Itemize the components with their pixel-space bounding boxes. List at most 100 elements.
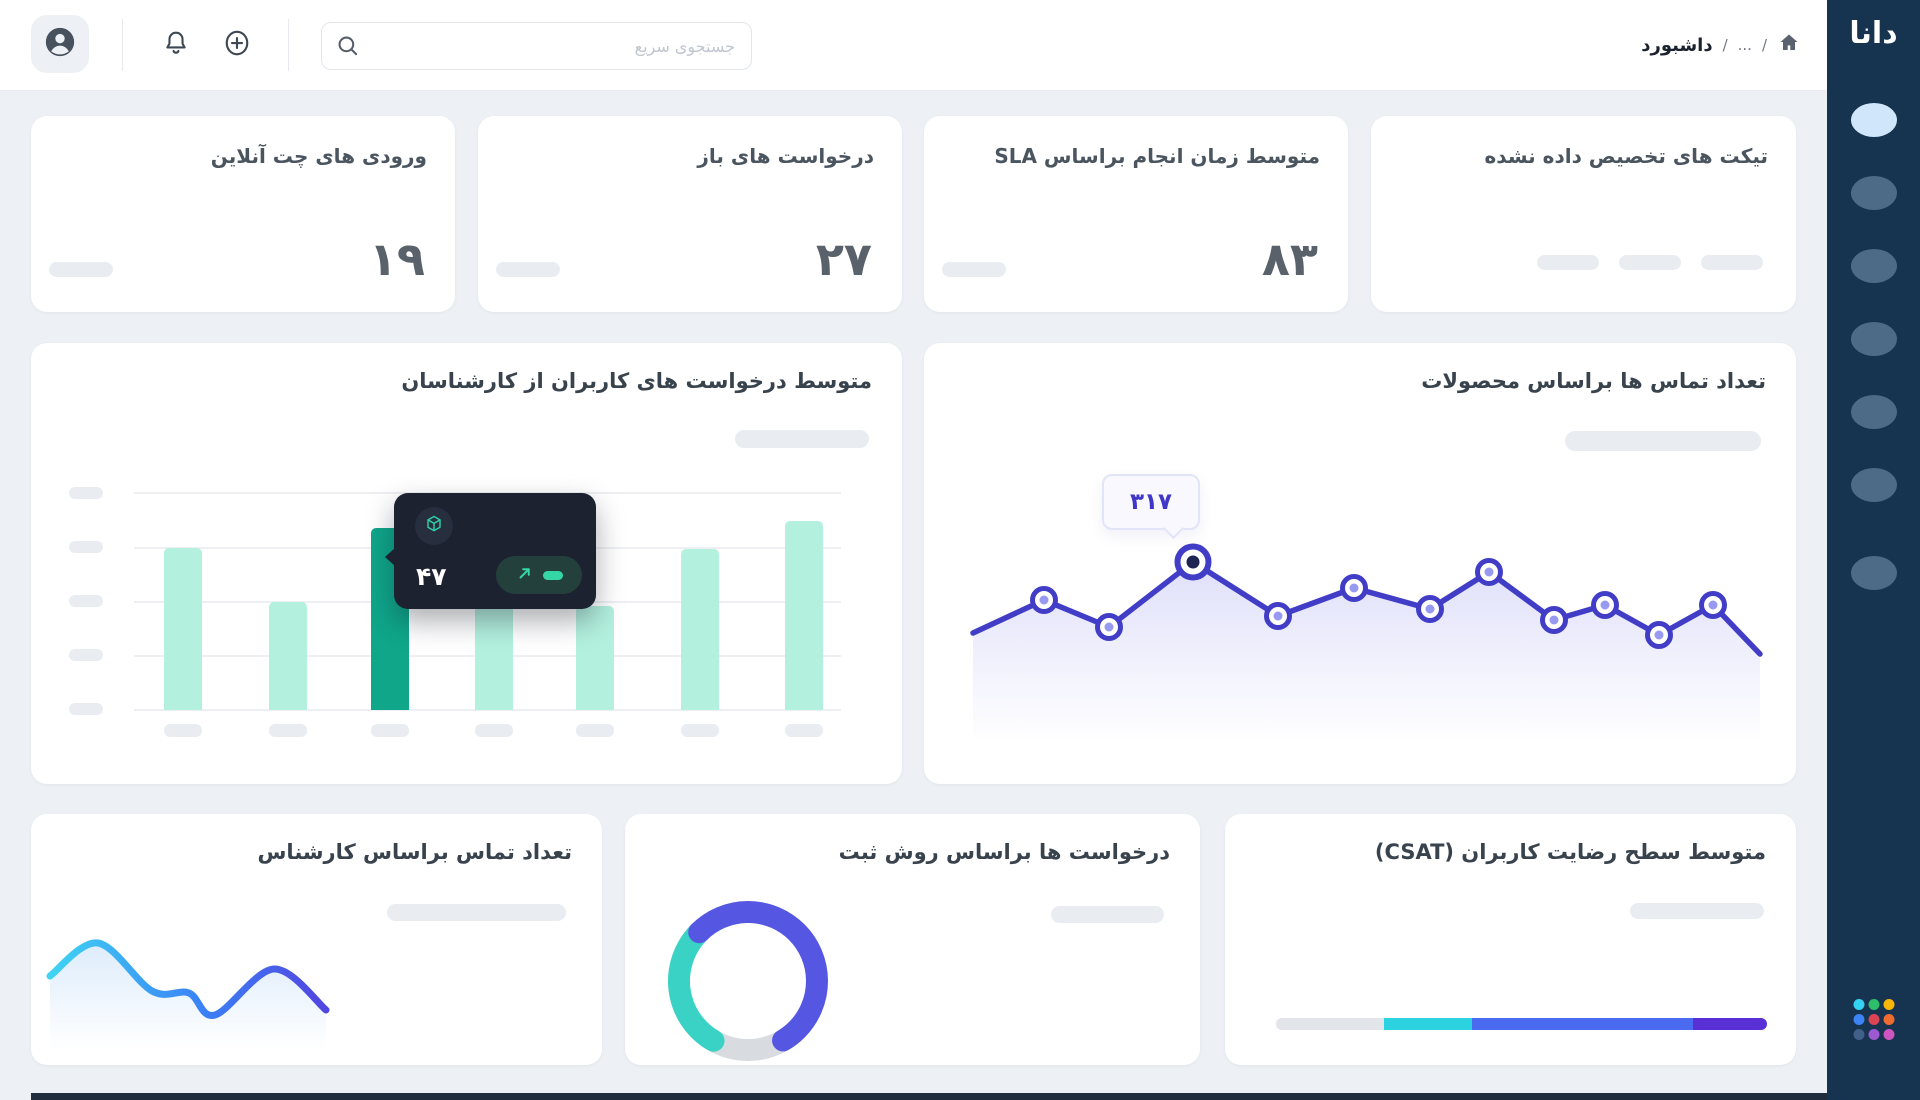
plus-circle-icon: [222, 28, 252, 62]
stat-value: ۱۹: [368, 232, 425, 286]
chart-title: تعداد تماس ها براساس محصولات: [1421, 369, 1766, 393]
bar[interactable]: [681, 549, 719, 710]
stat-card-open-requests: درخواست های باز ۲۷: [478, 116, 902, 312]
stat-card-unassigned-tickets: تیکت های تخصیص داده نشده: [1371, 116, 1796, 312]
bar-tooltip: ۴۷: [385, 493, 596, 609]
axis-skeleton: [69, 595, 103, 607]
axis-skeleton: [69, 487, 103, 499]
avatar-icon: [43, 25, 77, 63]
tooltip-badge: [415, 507, 453, 545]
csat-segment: [1276, 1018, 1385, 1030]
bar[interactable]: [269, 602, 307, 710]
tooltip-value: ۳۱۷: [1129, 489, 1173, 515]
tooltip-tail: [385, 548, 395, 566]
app-grid-dot: [1883, 1029, 1894, 1040]
donut-chart-plot[interactable]: [625, 814, 1200, 1065]
sidebar-nav: [1850, 103, 1897, 590]
sidebar-nav-dot[interactable]: [1850, 322, 1897, 356]
user-avatar-button[interactable]: [31, 15, 89, 73]
skeleton-pill: [1565, 431, 1761, 451]
line-tooltip: ۳۱۷: [1102, 474, 1200, 540]
search-input[interactable]: [322, 23, 751, 69]
axis-skeleton: [371, 724, 409, 737]
topbar-divider: [122, 19, 123, 71]
breadcrumb-separator: /: [1722, 36, 1728, 54]
area-chart-card: تعداد تماس براساس کارشناس: [31, 814, 602, 1065]
app-grid-dot: [1868, 1014, 1879, 1025]
bar-chart-card: متوسط درخواست های کاربران از کارشناسان ۴…: [31, 343, 902, 784]
search-icon: [335, 33, 361, 63]
chart-title: تعداد تماس براساس کارشناس: [257, 840, 572, 864]
skeleton-pill: [735, 430, 869, 448]
cube-icon: [424, 514, 444, 538]
stat-card-online-chat: ورودی های چت آنلاین ۱۹: [31, 116, 455, 312]
home-icon[interactable]: [1777, 31, 1801, 59]
axis-skeleton: [269, 724, 307, 737]
sidebar-nav-dot[interactable]: [1850, 556, 1897, 590]
skeleton-pill: [1630, 903, 1764, 919]
breadcrumb-ellipsis[interactable]: ...: [1737, 36, 1752, 54]
csat-segment: [1384, 1018, 1473, 1030]
chart-title: متوسط سطح رضایت کاربران (CSAT): [1374, 840, 1766, 864]
sidebar-nav-dot[interactable]: [1850, 176, 1897, 210]
bar[interactable]: [164, 548, 202, 710]
breadcrumb-current: داشبورد: [1641, 34, 1713, 56]
stat-title: ورودی های چت آنلاین: [210, 144, 427, 168]
line-chart-plot[interactable]: [924, 343, 1796, 784]
skeleton-pill: [49, 262, 113, 277]
bar[interactable]: [785, 521, 823, 710]
stat-value: ۸۳: [1261, 232, 1318, 286]
chart-title: متوسط درخواست های کاربران از کارشناسان: [401, 369, 872, 393]
sidebar: دانا: [1827, 0, 1920, 1100]
axis-skeleton: [785, 724, 823, 737]
donut-chart-card: درخواست ها براساس روش ثبت: [625, 814, 1200, 1065]
axis-skeleton: [576, 724, 614, 737]
skeleton-pill: [1701, 255, 1763, 270]
area-chart-plot[interactable]: [31, 814, 602, 1065]
skeleton-pill: [496, 262, 560, 277]
axis-skeleton: [164, 724, 202, 737]
axis-skeleton: [475, 724, 513, 737]
csat-segment: [1693, 1018, 1767, 1030]
add-new-button[interactable]: [221, 29, 253, 61]
stat-value: ۲۷: [815, 232, 872, 286]
trend-oval: [542, 570, 563, 580]
csat-stacked-bar[interactable]: [1276, 1018, 1767, 1030]
gridline: [134, 709, 841, 711]
sidebar-nav-dot[interactable]: [1850, 395, 1897, 429]
axis-skeleton: [69, 541, 103, 553]
quick-search: [321, 22, 752, 70]
skeleton-pill: [387, 904, 566, 921]
topbar: داشبورد / ... /: [0, 0, 1827, 91]
bottom-strip: [31, 1093, 1827, 1100]
axis-skeleton: [681, 724, 719, 737]
app-grid-dot: [1868, 999, 1879, 1010]
stat-title: تیکت های تخصیص داده نشده: [1484, 144, 1768, 168]
breadcrumb-separator: /: [1761, 36, 1767, 54]
app-grid-dot: [1883, 999, 1894, 1010]
stat-card-sla-time: متوسط زمان انجام براساس SLA ۸۳: [924, 116, 1348, 312]
topbar-divider: [288, 19, 289, 71]
sidebar-nav-dot[interactable]: [1850, 249, 1897, 283]
breadcrumb: داشبورد / ... /: [1641, 0, 1801, 90]
bar[interactable]: [475, 602, 513, 710]
axis-skeleton: [69, 649, 103, 661]
trend-up-icon: [516, 564, 534, 586]
stat-title: متوسط زمان انجام براساس SLA: [994, 144, 1320, 168]
bar[interactable]: [576, 606, 614, 710]
skeleton-pill: [1619, 255, 1681, 270]
app-grid-dot: [1853, 1029, 1864, 1040]
stat-title: درخواست های باز: [697, 144, 874, 168]
app-logo[interactable]: دانا: [1849, 16, 1898, 51]
sidebar-nav-dot[interactable]: [1850, 468, 1897, 502]
app-grid-dot: [1853, 1014, 1864, 1025]
tooltip-trend-pill: [496, 556, 582, 594]
line-chart-card: تعداد تماس ها براساس محصولات ۳۱۷: [924, 343, 1796, 784]
notifications-button[interactable]: [160, 29, 192, 61]
sidebar-nav-dot[interactable]: [1850, 103, 1897, 137]
app-launcher-icon[interactable]: [1853, 999, 1894, 1040]
axis-skeleton: [69, 703, 103, 715]
bell-icon: [162, 29, 190, 61]
skeleton-pill: [1537, 255, 1599, 270]
tooltip-value: ۴۷: [416, 562, 447, 591]
